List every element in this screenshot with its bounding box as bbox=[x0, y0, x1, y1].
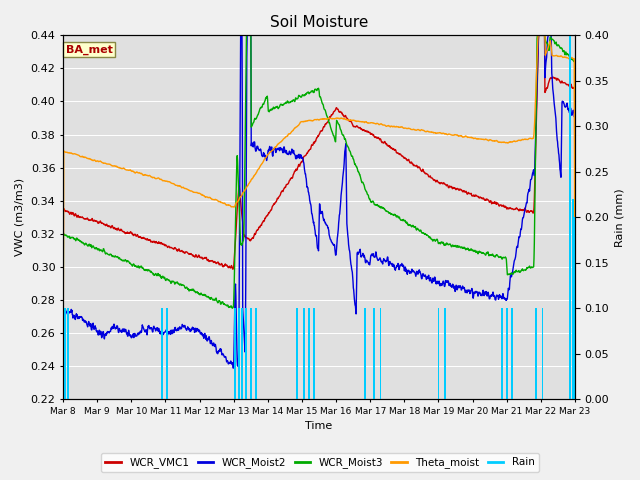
Bar bbox=[313, 308, 315, 399]
Bar bbox=[506, 308, 508, 399]
X-axis label: Time: Time bbox=[305, 421, 333, 432]
Bar bbox=[574, 217, 576, 399]
Bar bbox=[303, 308, 305, 399]
Bar bbox=[166, 308, 168, 399]
Legend: WCR_VMC1, WCR_Moist2, WCR_Moist3, Theta_moist, Rain: WCR_VMC1, WCR_Moist2, WCR_Moist3, Theta_… bbox=[101, 453, 539, 472]
Bar bbox=[67, 308, 69, 399]
Bar bbox=[364, 308, 366, 399]
Bar bbox=[380, 308, 381, 399]
Bar bbox=[244, 308, 246, 399]
Bar bbox=[569, 36, 571, 399]
Bar bbox=[308, 308, 310, 399]
Bar bbox=[438, 308, 440, 399]
Bar bbox=[500, 308, 502, 399]
Bar bbox=[241, 308, 243, 399]
Bar bbox=[541, 308, 543, 399]
Bar bbox=[372, 308, 374, 399]
Y-axis label: Rain (mm): Rain (mm) bbox=[615, 188, 625, 247]
Bar bbox=[535, 308, 537, 399]
Bar bbox=[250, 308, 252, 399]
Bar bbox=[255, 308, 257, 399]
Bar bbox=[511, 308, 513, 399]
Bar bbox=[444, 308, 446, 399]
Title: Soil Moisture: Soil Moisture bbox=[270, 15, 368, 30]
Bar bbox=[64, 308, 66, 399]
Bar bbox=[572, 199, 574, 399]
Bar bbox=[161, 308, 163, 399]
Bar bbox=[296, 308, 298, 399]
Text: BA_met: BA_met bbox=[66, 45, 113, 55]
Y-axis label: VWC (m3/m3): VWC (m3/m3) bbox=[15, 178, 25, 256]
Bar bbox=[238, 308, 240, 399]
Bar bbox=[234, 308, 236, 399]
